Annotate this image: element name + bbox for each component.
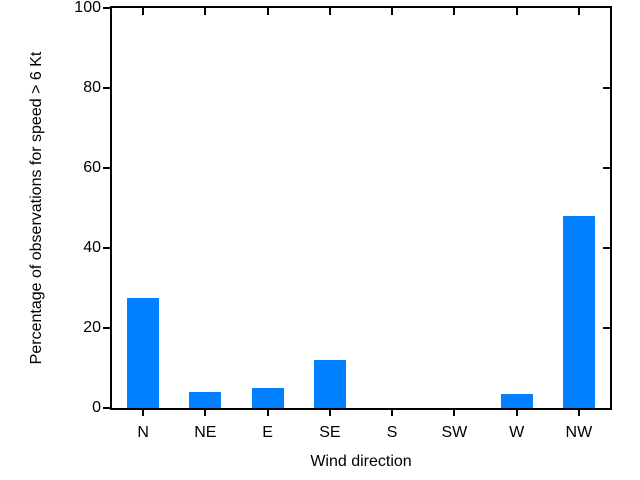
- x-axis-tick-top: [577, 8, 580, 15]
- y-axis-tick-left: [103, 167, 110, 169]
- bar-N: [127, 298, 160, 408]
- y-axis-tick-right: [603, 167, 610, 169]
- x-axis-tick-top: [266, 8, 269, 15]
- x-axis-tick-bottom: [515, 410, 518, 416]
- y-axis-tick-left: [103, 247, 110, 249]
- y-tick-label: 20: [83, 319, 101, 336]
- y-axis-tick-left: [103, 87, 110, 89]
- y-tick-label: 40: [83, 239, 101, 256]
- x-axis-tick-bottom: [328, 410, 331, 416]
- bar-NW: [562, 216, 595, 408]
- x-axis-tick-top: [515, 8, 518, 15]
- x-axis-label: Wind direction: [310, 453, 412, 470]
- bar-W: [500, 394, 533, 408]
- y-tick-label: 0: [92, 399, 101, 416]
- x-axis-tick-bottom: [142, 410, 145, 416]
- x-axis-tick-top: [204, 8, 207, 15]
- x-axis-tick-top: [391, 8, 394, 15]
- bar-NE: [189, 392, 222, 408]
- x-axis-tick-top: [328, 8, 331, 15]
- x-axis-tick-bottom: [577, 410, 580, 416]
- y-axis-tick-left: [103, 407, 110, 409]
- x-tick-label-N: N: [137, 424, 149, 441]
- y-axis-tick-right: [603, 327, 610, 329]
- y-tick-label: 60: [83, 159, 101, 176]
- y-axis-tick-right: [603, 87, 610, 89]
- x-tick-label-SW: SW: [441, 424, 468, 441]
- x-tick-label-NW: NW: [565, 424, 593, 441]
- x-tick-label-E: E: [262, 424, 273, 441]
- x-axis-tick-top: [453, 8, 456, 15]
- x-axis-tick-bottom: [266, 410, 269, 416]
- x-axis-tick-bottom: [391, 410, 394, 416]
- y-axis-tick-left: [103, 327, 110, 329]
- x-tick-label-NE: NE: [194, 424, 217, 441]
- y-axis-label: Percentage of observations for speed > 6…: [28, 51, 45, 365]
- bar-E: [251, 388, 284, 408]
- x-axis-tick-top: [142, 8, 145, 15]
- x-tick-label-S: S: [386, 424, 398, 441]
- x-tick-label-W: W: [509, 424, 525, 441]
- x-axis-tick-bottom: [453, 410, 456, 416]
- plot-area: 0 20 40 60 80 100 N NE E SE S SW W NW: [74, 0, 612, 441]
- y-axis-tick-left: [103, 7, 110, 9]
- bar-SE: [313, 360, 346, 408]
- y-axis-tick-right: [603, 247, 610, 249]
- y-tick-label: 100: [74, 0, 101, 16]
- y-tick-label: 80: [83, 79, 101, 96]
- x-tick-label-SE: SE: [319, 424, 341, 441]
- x-axis-tick-bottom: [204, 410, 207, 416]
